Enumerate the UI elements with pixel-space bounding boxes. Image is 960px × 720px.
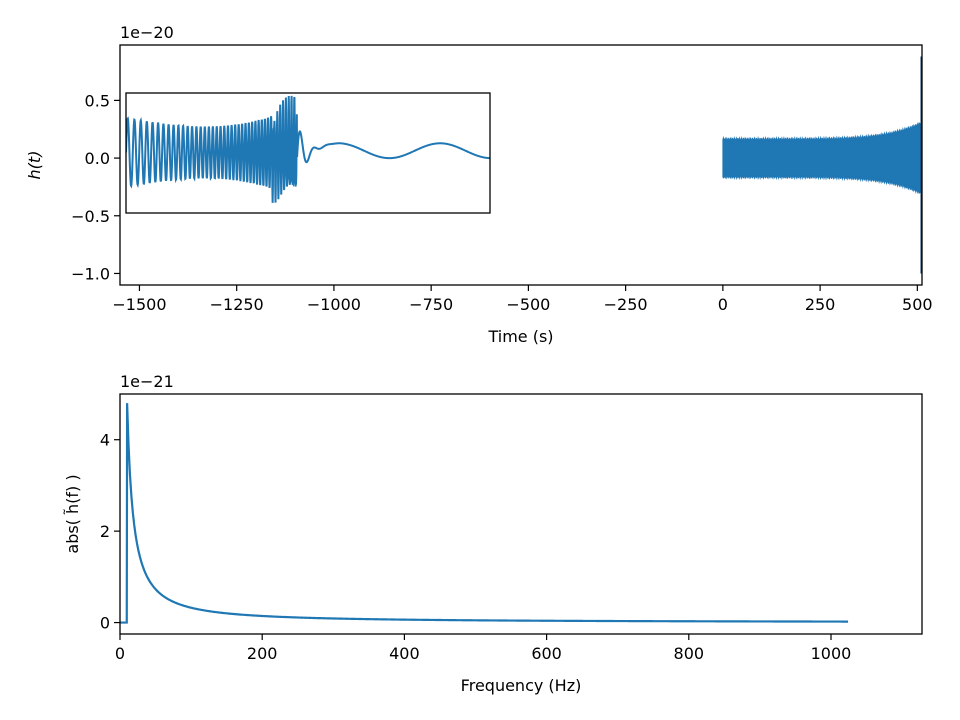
top-x-ticks: −1500 −1250 −1000 −750 −500 −250 0 250 500 <box>112 285 933 314</box>
x-tick-label: 0 <box>718 295 728 314</box>
inset-frame <box>125 92 491 214</box>
bottom-axes-frame <box>119 393 923 635</box>
y-tick-label: 0 <box>100 614 110 633</box>
top-y-axis-label: h(t) <box>25 151 44 180</box>
spectrum-line <box>120 403 849 624</box>
spectrum-series <box>120 403 849 624</box>
frequency-domain-chart: 0 200 400 600 800 1000 0 2 4 1e−21 Frequency (H… <box>63 372 923 695</box>
x-tick-label: 400 <box>389 644 420 663</box>
y-tick-label: 0.0 <box>85 149 110 168</box>
y-tick-label: 2 <box>100 522 110 541</box>
bottom-x-ticks: 0 200 400 600 800 1000 <box>115 634 851 663</box>
x-tick-label: −1250 <box>210 295 264 314</box>
inset-series <box>126 95 490 203</box>
x-tick-label: −500 <box>506 295 550 314</box>
y-tick-label: 0.5 <box>85 91 110 110</box>
inset-waveform <box>126 95 490 203</box>
x-tick-label: −1000 <box>307 295 361 314</box>
top-x-axis-label: Time (s) <box>487 327 553 346</box>
x-tick-label: 250 <box>805 295 836 314</box>
x-tick-label: 200 <box>247 644 278 663</box>
top-offset-label: 1e−20 <box>120 23 174 42</box>
top-y-ticks: −1.0 −0.5 0.0 0.5 <box>71 91 120 283</box>
y-tick-label: −1.0 <box>71 264 110 283</box>
bottom-y-ticks: 0 2 4 <box>100 431 120 633</box>
x-tick-label: −750 <box>409 295 453 314</box>
time-domain-chart: −1500 −1250 −1000 −750 −500 −250 0 250 500 −1.0−… <box>25 23 933 346</box>
x-tick-label: 600 <box>531 644 562 663</box>
x-tick-label: −250 <box>604 295 648 314</box>
x-tick-label: 1000 <box>811 644 852 663</box>
top-axes-frame <box>119 44 923 286</box>
x-tick-label: −1500 <box>112 295 166 314</box>
y-tick-label: 4 <box>100 431 110 450</box>
x-tick-label: 800 <box>674 644 705 663</box>
bottom-offset-label: 1e−21 <box>120 372 174 391</box>
x-tick-label: 0 <box>115 644 125 663</box>
bottom-y-axis-label: abs( h̃(f) ) <box>63 474 82 553</box>
y-tick-label: −0.5 <box>71 207 110 226</box>
merger-inset <box>125 92 491 214</box>
x-tick-label: 500 <box>902 295 933 314</box>
bottom-x-axis-label: Frequency (Hz) <box>461 676 582 695</box>
